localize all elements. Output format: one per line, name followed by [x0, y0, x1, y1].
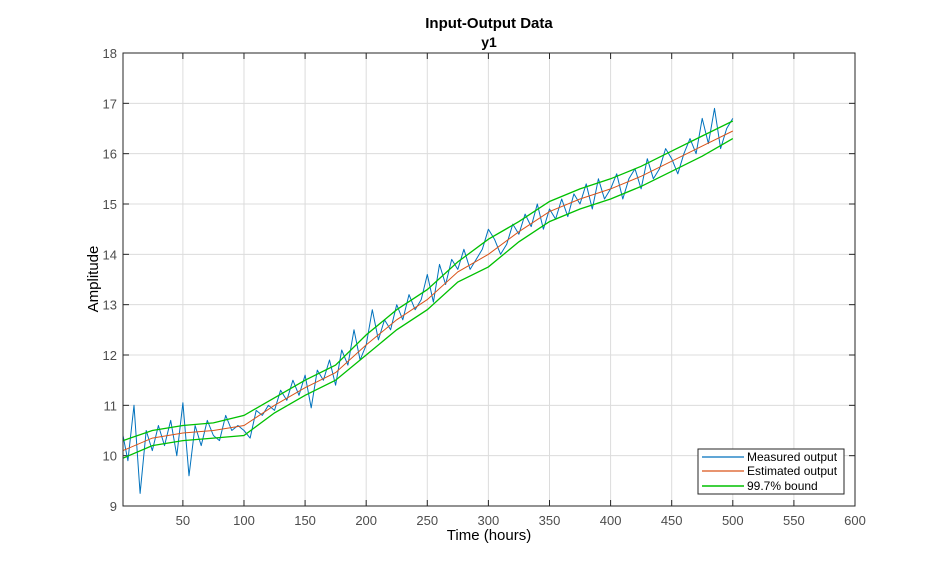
legend-label-bound: 99.7% bound — [747, 479, 818, 493]
y-tick-label: 16 — [103, 147, 117, 162]
x-tick-label: 50 — [176, 513, 190, 528]
chart-figure: Input-Output Data y1 50 100 150 200 250 300 35… — [0, 0, 946, 569]
chart-title: Input-Output Data — [425, 15, 553, 32]
y-tick-label: 12 — [103, 348, 117, 363]
x-tick-label: 500 — [722, 513, 744, 528]
x-axis-label: Time (hours) — [447, 527, 531, 544]
x-tick-label: 300 — [478, 513, 500, 528]
legend-label-measured: Measured output — [747, 450, 838, 464]
x-tick-label: 450 — [661, 513, 683, 528]
y-tick-label: 10 — [103, 449, 117, 464]
x-tick-label: 150 — [294, 513, 316, 528]
x-tick-label: 550 — [783, 513, 805, 528]
x-tick-label: 600 — [844, 513, 866, 528]
y-tick-label: 13 — [103, 298, 117, 313]
y-tick-label: 14 — [103, 247, 117, 262]
x-tick-label: 100 — [233, 513, 255, 528]
legend: Measured output Estimated output 99.7% b… — [698, 449, 844, 494]
legend-label-estimated: Estimated output — [747, 464, 838, 478]
y-tick-label: 11 — [104, 398, 118, 413]
plot-area — [123, 53, 855, 506]
y-axis-label: Amplitude — [85, 246, 102, 313]
y-tick-label: 18 — [103, 46, 117, 61]
x-tick-label: 250 — [416, 513, 438, 528]
x-tick-label: 200 — [355, 513, 377, 528]
y-tick-label: 9 — [110, 499, 117, 514]
y-tick-label: 17 — [103, 96, 117, 111]
x-tick-label: 400 — [600, 513, 622, 528]
chart-subtitle: y1 — [481, 34, 497, 50]
y-tick-label: 15 — [103, 197, 117, 212]
x-tick-label: 350 — [539, 513, 561, 528]
